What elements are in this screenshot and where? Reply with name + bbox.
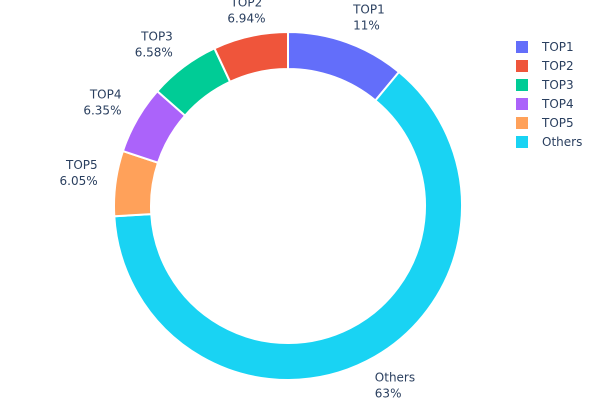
slices — [113, 30, 463, 381]
slice-top2[interactable] — [213, 30, 289, 84]
legend-swatch-others[interactable] — [516, 136, 528, 148]
slice-label-top2: TOP2 6.94% — [227, 0, 265, 26]
slice-label-top3: TOP3 6.58% — [135, 29, 173, 59]
slice-label-top1: TOP1 11% — [352, 2, 385, 32]
legend-label-top5[interactable]: TOP5 — [541, 116, 574, 130]
legend-swatch-top3[interactable] — [516, 79, 528, 91]
legend-label-top3[interactable]: TOP3 — [541, 78, 574, 92]
legend-swatch-top4[interactable] — [516, 98, 528, 110]
slice-top1[interactable] — [287, 30, 401, 102]
legend-label-top2[interactable]: TOP2 — [541, 59, 574, 73]
slice-labels: TOP1 11% Others 63% TOP5 6.05% TOP4 6.35% TOP3 6.… — [60, 0, 416, 400]
legend-label-top1[interactable]: TOP1 — [541, 40, 574, 54]
legend-swatch-top2[interactable] — [516, 60, 528, 72]
slice-others[interactable] — [113, 70, 463, 381]
slice-label-top5: TOP5 6.05% — [60, 158, 98, 188]
legend-swatch-top1[interactable] — [516, 41, 528, 53]
legend-swatch-top5[interactable] — [516, 117, 528, 129]
slice-label-others: Others 63% — [375, 370, 415, 400]
legend-label-top4[interactable]: TOP4 — [541, 97, 574, 111]
slice-label-top4: TOP4 6.35% — [83, 87, 121, 117]
legend: TOP1 TOP2 TOP3 TOP4 TOP5 Others — [516, 40, 582, 149]
legend-label-others[interactable]: Others — [542, 135, 582, 149]
